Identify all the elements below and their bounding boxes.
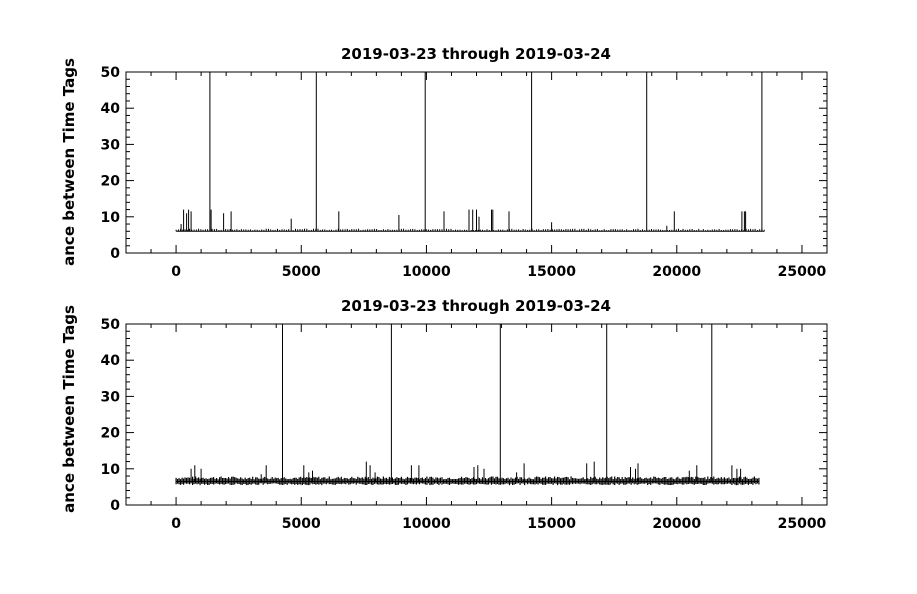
series-noise [175,476,760,486]
x-ticks: 0 5000 10000 15000 20000 25000 [150,324,828,532]
x-tick-label: 10000 [402,516,451,532]
y-tick-label: 40 [101,101,121,117]
y-tick-label: 50 [101,65,121,81]
y-tick-label: 10 [101,210,121,226]
chart-title: 2019-03-23 through 2019-03-24 [341,297,611,315]
x-tick-label: 20000 [652,516,701,532]
series-noise [175,228,765,232]
y-axis-label: ance between Time Tags [60,305,78,513]
x-tick-label: 20000 [652,264,701,280]
y-tick-label: 30 [101,137,121,153]
x-tick-label: 10000 [402,264,451,280]
chart-panel-top: 2019-03-23 through 2019-03-24 ance betwe… [60,45,828,280]
y-tick-label: 20 [101,174,121,190]
y-ticks: 0 10 20 30 40 50 [101,317,827,514]
y-tick-label: 10 [101,462,121,478]
y-tick-label: 30 [101,389,121,405]
y-tick-label: 0 [110,246,120,262]
x-tick-label: 5000 [282,516,321,532]
y-tick-label: 20 [101,426,121,442]
x-tick-label: 0 [171,516,181,532]
series-line [175,324,760,486]
x-tick-label: 0 [171,264,181,280]
y-axis-label: ance between Time Tags [60,58,78,266]
x-tick-label: 15000 [527,516,576,532]
x-tick-label: 5000 [282,264,321,280]
y-tick-label: 0 [110,498,120,514]
chart-title: 2019-03-23 through 2019-03-24 [341,45,611,63]
series-line [175,72,765,232]
x-tick-label: 15000 [527,264,576,280]
y-ticks: 0 10 20 30 40 50 [101,65,827,262]
x-ticks: 0 5000 10000 15000 20000 25000 [150,72,828,280]
series-path [176,72,765,232]
x-tick-label: 25000 [778,264,827,280]
y-tick-label: 50 [101,317,121,333]
y-tick-label: 40 [101,353,121,369]
x-tick-label: 25000 [778,516,827,532]
chart-panel-bottom: 2019-03-23 through 2019-03-24 ance betwe… [60,297,828,532]
